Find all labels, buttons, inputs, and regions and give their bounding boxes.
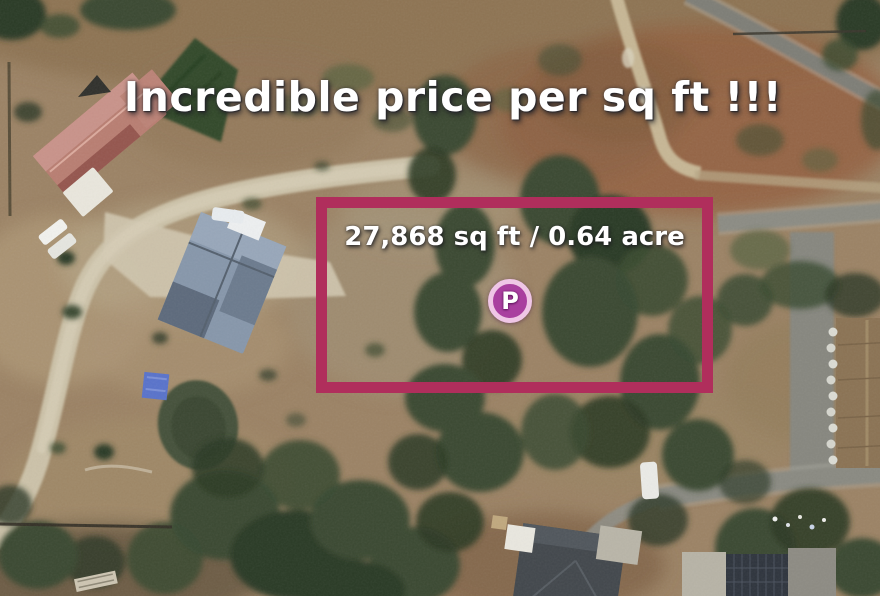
p-circle-map-marker-icon[interactable]: P [488,279,532,323]
marker-letter: P [501,287,519,315]
lot-outline-box [316,197,713,393]
lot-size-label: 27,868 sq ft / 0.64 acre [344,222,685,252]
headline: Incredible price per sq ft !!! [123,73,783,121]
